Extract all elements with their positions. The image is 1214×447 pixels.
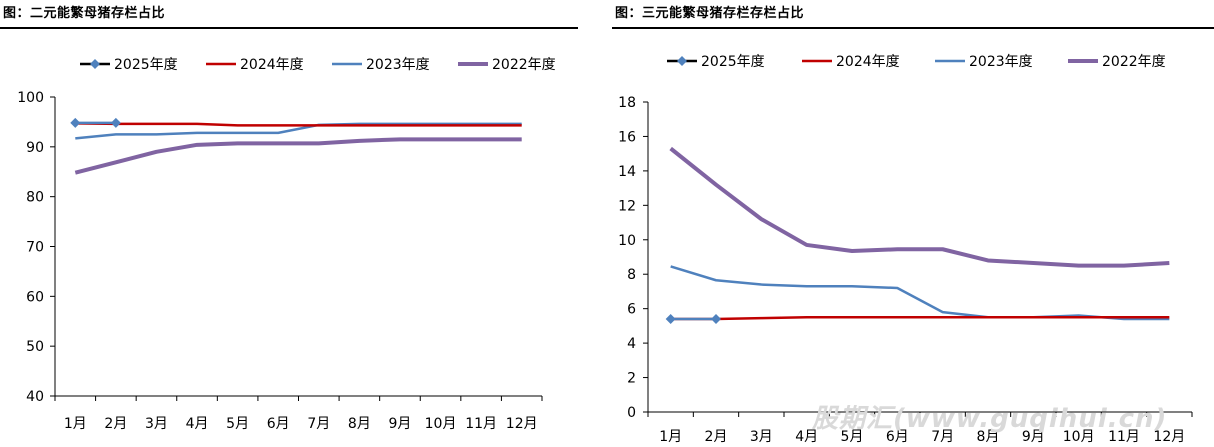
x-tick-label: 1月 bbox=[659, 429, 682, 445]
y-tick-label: 18 bbox=[618, 95, 636, 111]
y-tick-label: 4 bbox=[627, 336, 636, 352]
y-tick-label: 60 bbox=[26, 289, 44, 305]
x-tick-label: 10月 bbox=[425, 416, 457, 432]
y-tick-label: 80 bbox=[26, 190, 44, 206]
x-tick-label: 8月 bbox=[977, 429, 1000, 445]
x-tick-label: 11月 bbox=[465, 416, 497, 432]
x-tick-label: 4月 bbox=[186, 416, 209, 432]
x-tick-label: 7月 bbox=[931, 429, 954, 445]
series-line-2023 bbox=[670, 265, 1170, 321]
x-tick-label: 8月 bbox=[348, 416, 371, 432]
x-tick-label: 2月 bbox=[104, 416, 127, 432]
y-tick-label: 100 bbox=[17, 90, 44, 106]
series-line-2024 bbox=[75, 122, 522, 127]
figure-title: 图：三元能繁母猪存栏存栏占比 bbox=[615, 6, 805, 21]
data-point-marker bbox=[110, 117, 121, 128]
x-tick-label: 5月 bbox=[841, 429, 864, 445]
x-tick-label: 7月 bbox=[307, 416, 330, 432]
legend-label: 2025年度 bbox=[701, 54, 765, 70]
y-tick-label: 2 bbox=[627, 371, 636, 387]
y-tick-label: 14 bbox=[618, 164, 636, 180]
data-point-marker bbox=[711, 314, 721, 324]
y-tick-label: 12 bbox=[618, 198, 636, 214]
y-tick-label: 50 bbox=[26, 339, 44, 355]
x-tick-label: 12月 bbox=[506, 416, 538, 432]
left-chart-panel: 图：二元能繁母猪存栏占比 40 50 60 70 80 90 100 1月 2月 3月 4月 5月 6月… bbox=[0, 0, 590, 447]
legend-label: 2022年度 bbox=[1102, 54, 1166, 70]
legend-marker bbox=[677, 56, 687, 66]
right-chart-panel: 图：三元能繁母猪存栏存栏占比 0 2 4 6 8 10 12 14 16 18 1月 2月 3月 4月 5月… bbox=[612, 0, 1214, 447]
legend-label: 2025年度 bbox=[114, 57, 178, 73]
figure-title: 图：二元能繁母猪存栏占比 bbox=[3, 6, 166, 21]
x-tick-label: 1月 bbox=[64, 416, 87, 432]
watermark: 股期汇(www.guqihui.cn) bbox=[812, 404, 1168, 434]
y-tick-label: 70 bbox=[26, 240, 44, 256]
series-line-2022 bbox=[669, 146, 1170, 268]
legend-label: 2024年度 bbox=[240, 57, 304, 73]
line-chart: 0 2 4 6 8 10 12 14 16 18 1月 2月 3月 4月 5月 6月 7月 8月 9月 10月 11月 1… bbox=[618, 54, 1193, 445]
legend-label: 2023年度 bbox=[366, 57, 430, 73]
y-tick-label: 16 bbox=[618, 129, 636, 145]
title-rule bbox=[612, 27, 1214, 29]
legend-label: 2022年度 bbox=[492, 57, 556, 73]
data-point-marker bbox=[665, 314, 676, 324]
x-tick-label: 11月 bbox=[1108, 429, 1140, 445]
y-tick-label: 6 bbox=[627, 302, 636, 318]
series-line-2023 bbox=[75, 122, 522, 140]
x-tick-label: 2月 bbox=[705, 429, 728, 445]
title-rule bbox=[0, 27, 578, 29]
x-tick-label: 9月 bbox=[388, 416, 411, 432]
legend-marker bbox=[90, 59, 100, 69]
y-tick-label: 10 bbox=[618, 233, 636, 249]
y-tick-label: 90 bbox=[26, 140, 44, 156]
x-tick-label: 3月 bbox=[145, 416, 168, 432]
data-point-marker bbox=[70, 117, 81, 128]
y-tick-label: 40 bbox=[26, 389, 44, 405]
x-tick-label: 4月 bbox=[795, 429, 818, 445]
legend-label: 2023年度 bbox=[969, 54, 1033, 70]
series-line-2024 bbox=[670, 316, 1170, 321]
series-line-2022 bbox=[74, 137, 522, 175]
y-tick-label: 0 bbox=[627, 405, 636, 421]
x-tick-label: 9月 bbox=[1022, 429, 1045, 445]
line-chart: 40 50 60 70 80 90 100 1月 2月 3月 4月 5月 6月 7月 8月 9月 10月 11月 1… bbox=[17, 57, 556, 432]
x-tick-label: 6月 bbox=[886, 429, 909, 445]
x-tick-label: 5月 bbox=[226, 416, 249, 432]
legend-label: 2024年度 bbox=[836, 54, 900, 70]
x-tick-label: 12月 bbox=[1153, 429, 1185, 445]
x-tick-label: 3月 bbox=[750, 429, 773, 445]
y-tick-label: 8 bbox=[627, 267, 636, 283]
x-tick-label: 10月 bbox=[1063, 429, 1095, 445]
x-tick-label: 6月 bbox=[267, 416, 290, 432]
